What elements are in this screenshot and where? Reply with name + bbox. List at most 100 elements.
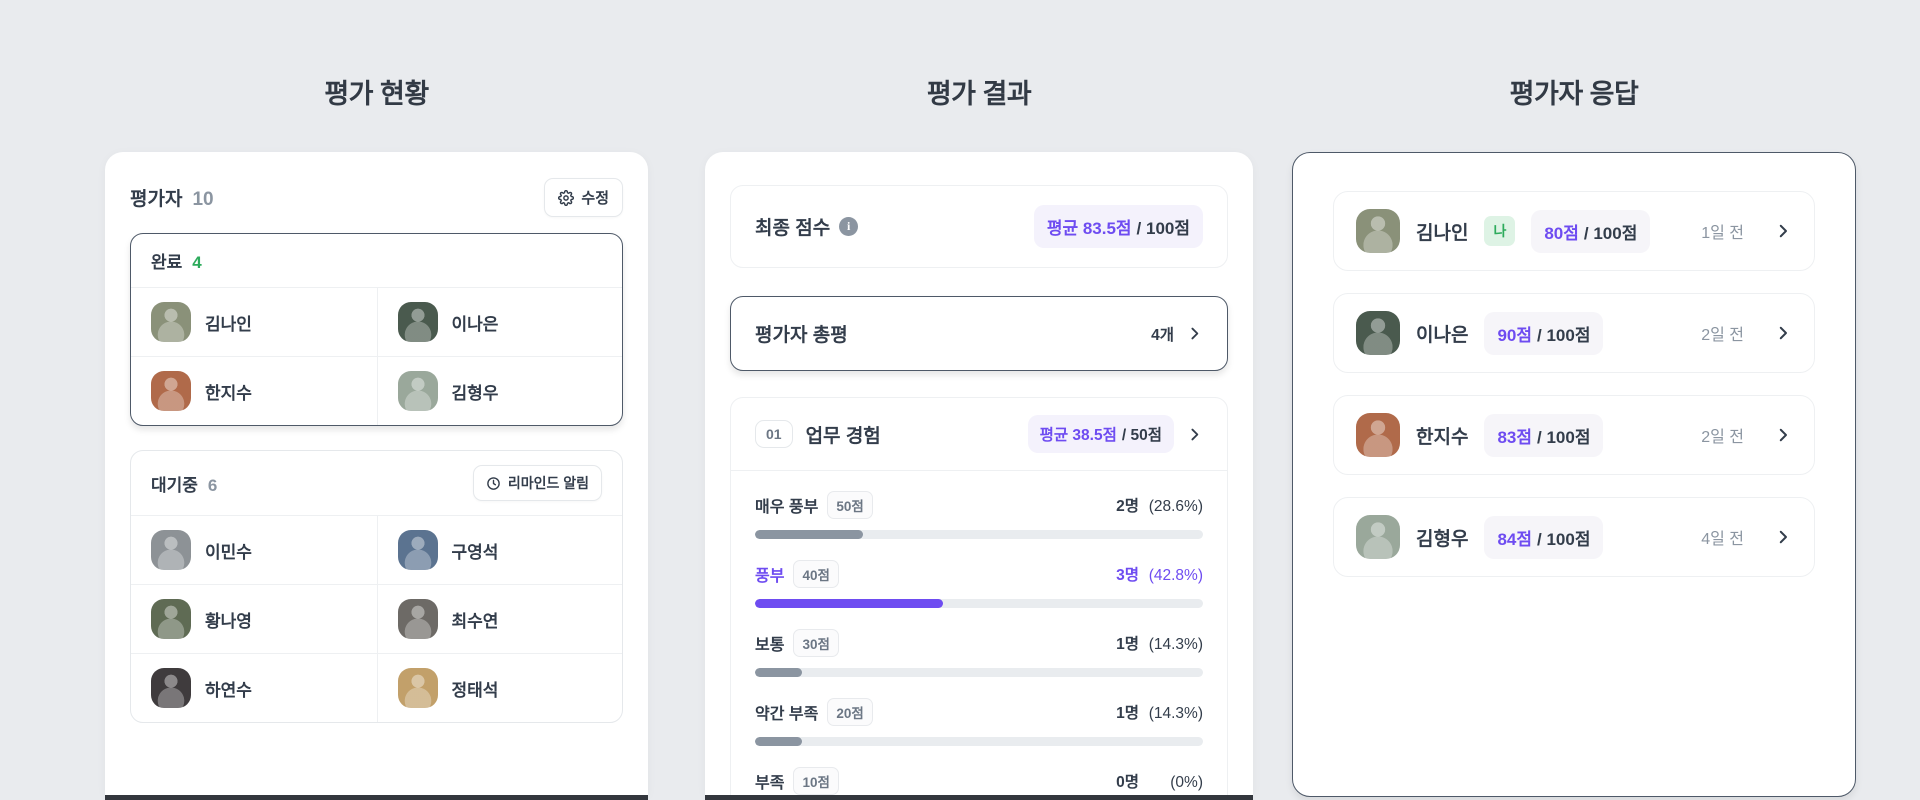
status-panel-title: 평가 현황 [324, 79, 429, 109]
answer-score-chip: 10점 [793, 767, 839, 795]
category-name: 업무 경험 [805, 425, 881, 447]
answer-percent: (42.8%) [1148, 567, 1203, 584]
member-cell: 김나인 [131, 288, 377, 356]
final-score-value: 평균 83.5점 [1046, 219, 1132, 238]
evaluator-label: 평가자 [130, 189, 183, 210]
histogram-row: 풍부 40점 3명 (42.8%) [755, 560, 1203, 608]
answer-score-chip: 30점 [793, 629, 839, 657]
final-score-total: / 100점 [1136, 219, 1190, 238]
member-name: 황나영 [205, 611, 252, 631]
gear-icon [558, 189, 575, 206]
histogram: 매우 풍부 50점 2명 (28.6%) 풍부 40점 3명 (42.8%) 보통 30점… [731, 471, 1227, 800]
response-time: 2일 전 [1701, 327, 1744, 344]
answer-label: 매우 풍부 [755, 499, 819, 516]
member-cell: 김형우 [376, 356, 622, 425]
member-name: 김나인 [205, 314, 252, 334]
response-score-total: / 100점 [1537, 529, 1591, 549]
member-cell: 구영석 [376, 516, 623, 584]
category-header[interactable]: 01 업무 경험 평균 38.5점/ 50점 [731, 398, 1227, 471]
waiting-member-grid: 이민수 구영석 황나영 최수연 하연수 정태석 [131, 516, 622, 722]
response-time: 4일 전 [1701, 531, 1744, 548]
member-name: 이민수 [205, 542, 252, 562]
response-row[interactable]: 이나은 90점/ 100점 2일 전 [1333, 293, 1815, 373]
response-name: 이나은 [1416, 324, 1469, 346]
completed-label: 완료 [151, 253, 183, 272]
answer-percent: (14.3%) [1148, 705, 1203, 722]
evaluation-status-card: 평가자 10 수정 완료 4 김나인 이나은 한지수 김형우 대기중 [105, 152, 648, 800]
member-cell: 한지수 [131, 356, 377, 425]
completed-group[interactable]: 완료 4 김나인 이나은 한지수 김형우 [130, 233, 623, 426]
answer-count: 1명 [1116, 636, 1139, 653]
remind-button[interactable]: 리마인드 알림 [472, 465, 602, 501]
chevron-right-icon [1774, 324, 1792, 342]
avatar [151, 302, 191, 342]
completed-count: 4 [192, 253, 202, 272]
bar-track [755, 530, 1203, 539]
responses-panel-title: 평가자 응답 [1509, 79, 1639, 109]
member-name: 구영석 [451, 542, 499, 562]
category-score-total: / 50점 [1121, 427, 1162, 444]
bar-fill [755, 737, 803, 746]
evaluator-count: 10 [192, 189, 214, 210]
avatar [1356, 209, 1400, 253]
response-row[interactable]: 김나인 나 80점/ 100점 1일 전 [1333, 191, 1815, 271]
response-score-badge: 84점/ 100점 [1484, 515, 1604, 559]
histogram-row: 부족 10점 0명 (0%) [755, 767, 1203, 800]
response-score-badge: 80점/ 100점 [1531, 209, 1651, 253]
member-cell: 하연수 [131, 653, 377, 722]
histogram-row: 매우 풍부 50점 2명 (28.6%) [755, 491, 1203, 539]
chevron-right-icon [1186, 426, 1203, 443]
response-name: 김나인 [1416, 222, 1469, 244]
answer-score-chip: 50점 [827, 491, 873, 519]
response-score: 90점 [1497, 325, 1533, 345]
info-icon[interactable]: i [839, 217, 859, 236]
answer-count: 0명 [1116, 774, 1139, 791]
member-name: 최수연 [451, 611, 499, 631]
response-name: 한지수 [1416, 426, 1469, 448]
response-time: 2일 전 [1701, 429, 1744, 446]
answer-percent: (0%) [1170, 774, 1203, 791]
edit-button[interactable]: 수정 [544, 178, 623, 217]
evaluation-results-card: 최종 점수 i 평균 83.5점/ 100점 평가자 총평 4개 01 업무 경… [705, 152, 1253, 800]
response-row[interactable]: 김형우 84점/ 100점 4일 전 [1333, 497, 1815, 577]
answer-count: 1명 [1116, 705, 1139, 722]
completed-member-grid: 김나인 이나은 한지수 김형우 [131, 288, 622, 425]
avatar [397, 302, 438, 342]
member-cell: 이민수 [131, 516, 377, 584]
edit-button-label: 수정 [581, 190, 609, 207]
answer-count: 3명 [1116, 567, 1139, 584]
avatar [397, 371, 438, 411]
member-cell: 황나영 [131, 584, 377, 653]
member-cell: 정태석 [376, 653, 622, 722]
response-row[interactable]: 한지수 83점/ 100점 2일 전 [1333, 395, 1815, 475]
category-number-chip: 01 [755, 420, 793, 448]
me-badge: 나 [1484, 216, 1516, 246]
avatar [1356, 515, 1400, 559]
answer-percent: (28.6%) [1148, 498, 1203, 515]
avatar [397, 530, 438, 570]
bar-track [755, 599, 1203, 608]
category-score-value: 평균 38.5점 [1039, 427, 1117, 444]
member-name: 한지수 [205, 383, 252, 403]
waiting-group-header: 대기중 6 리마인드 알림 [131, 451, 622, 516]
chevron-right-icon [1774, 528, 1792, 546]
bar-fill [755, 668, 803, 677]
member-cell: 이나은 [376, 288, 623, 356]
response-score-badge: 90점/ 100점 [1484, 311, 1604, 355]
answer-label: 보통 [755, 637, 785, 654]
evaluator-summary-row[interactable]: 평가자 총평 4개 [730, 296, 1228, 371]
member-name: 하연수 [205, 680, 252, 700]
chevron-right-icon [1774, 222, 1792, 240]
member-name: 정태석 [451, 680, 499, 700]
response-score-total: / 100점 [1537, 325, 1591, 345]
avatar [1356, 413, 1400, 457]
avatar [151, 530, 191, 570]
histogram-row: 보통 30점 1명 (14.3%) [755, 629, 1203, 677]
evaluator-responses-card: 김나인 나 80점/ 100점 1일 전 이나은 90점/ 100점 2일 전 … [1292, 152, 1856, 797]
response-name: 김형우 [1416, 528, 1469, 550]
waiting-group[interactable]: 대기중 6 리마인드 알림 이민수 구영석 황나영 최수연 하연수 정태석 [130, 450, 623, 723]
answer-count: 2명 [1116, 498, 1139, 515]
final-score-label: 최종 점수 [755, 218, 831, 239]
final-score-badge: 평균 83.5점/ 100점 [1033, 205, 1203, 248]
evaluator-header: 평가자 10 수정 [130, 178, 623, 217]
